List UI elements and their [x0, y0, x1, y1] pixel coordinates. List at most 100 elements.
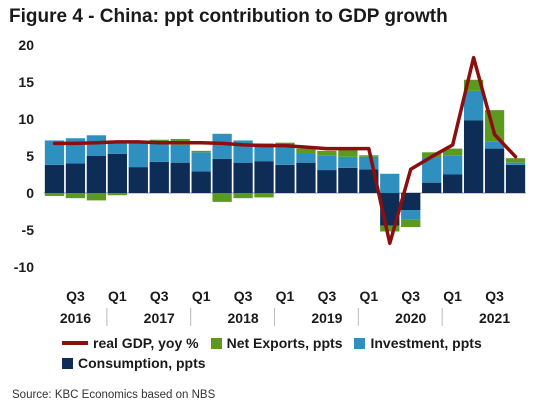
- legend-label-consumption: Consumption, ppts: [78, 355, 206, 371]
- x-tick-year-label: 2021: [479, 310, 510, 326]
- consumption-bar: [338, 167, 358, 193]
- gdp-line-series: [52, 55, 518, 246]
- investment-bar: [170, 144, 190, 163]
- net-exports-bar: [338, 148, 358, 157]
- x-axis: Q3 2016 Q1 Q3 2017 Q1 Q3 2018 Q1 Q3 2019 Q1 Q3 2020 Q1…: [60, 288, 510, 326]
- investment-bar: [317, 155, 337, 171]
- x-tick-quarter-label: Q1: [443, 288, 462, 304]
- consumption-bar: [422, 182, 442, 193]
- investment-bar: [380, 173, 400, 193]
- investment-bar: [212, 133, 232, 159]
- x-tick-year-label: 2017: [144, 310, 175, 326]
- consumption-bar: [128, 167, 148, 193]
- chart-title: Figure 4 - China: ppt contribution to GD…: [9, 6, 448, 27]
- net-exports-bar: [86, 193, 107, 201]
- consumption-bar: [296, 162, 316, 193]
- consumption-bar: [212, 158, 232, 193]
- investment-bar: [359, 156, 379, 170]
- net-exports-bar: [212, 193, 232, 202]
- net-exports-bar: [107, 193, 127, 196]
- investment-bar: [254, 143, 274, 162]
- consumption-bar: [463, 120, 484, 193]
- x-tick-year-label: 2016: [60, 310, 91, 326]
- investment-bar: [296, 153, 316, 163]
- consumption-bar: [191, 171, 211, 193]
- net-exports-bar: [254, 193, 274, 198]
- y-tick-label: 20: [18, 37, 34, 53]
- source-note: Source: KBC Economics based on NBS: [12, 389, 216, 401]
- investment-bar: [149, 141, 169, 162]
- consumption-bar: [107, 153, 127, 193]
- legend-item-gdp: real GDP, yoy %: [62, 335, 199, 351]
- investment-swatch: [354, 337, 366, 349]
- legend-label-investment: Investment, ppts: [370, 335, 482, 351]
- x-tick-quarter-label: Q1: [192, 288, 211, 304]
- net-exports-bar: [443, 148, 463, 156]
- consumption-bar: [149, 161, 169, 193]
- y-tick-label: 0: [26, 185, 34, 201]
- y-tick-label: 15: [18, 74, 34, 90]
- consumption-bar: [484, 148, 505, 193]
- bar-series: [44, 79, 526, 232]
- legend-label-gdp: real GDP, yoy %: [93, 335, 199, 351]
- consumption-swatch: [62, 357, 73, 369]
- net-exports-bar: [296, 148, 316, 154]
- investment-bar: [484, 141, 505, 149]
- x-tick-quarter-label: Q3: [234, 288, 253, 304]
- investment-bar: [463, 90, 484, 121]
- x-tick-quarter-label: Q1: [108, 288, 127, 304]
- consumption-bar: [443, 174, 463, 193]
- x-tick-year-label: 2020: [395, 310, 426, 326]
- investment-bar: [275, 147, 295, 165]
- investment-bar: [443, 155, 463, 175]
- gdp-line-swatch: [62, 341, 88, 345]
- y-tick-label: -5: [22, 222, 35, 238]
- net-exports-bar: [191, 150, 211, 153]
- consumption-bar: [254, 161, 274, 193]
- x-tick-quarter-label: Q3: [150, 288, 169, 304]
- investment-bar: [505, 162, 526, 165]
- net-exports-bar: [149, 139, 169, 142]
- y-tick-label: 5: [26, 148, 34, 164]
- investment-bar: [86, 135, 107, 156]
- consumption-bar: [317, 170, 337, 193]
- net-exports-bar: [317, 150, 337, 156]
- x-tick-quarter-label: Q1: [359, 288, 378, 304]
- investment-bar: [44, 140, 65, 165]
- consumption-bar: [401, 193, 421, 211]
- investment-bar: [128, 142, 148, 168]
- consumption-bar: [170, 162, 190, 193]
- investment-bar: [401, 210, 421, 220]
- consumption-bar: [275, 164, 295, 193]
- legend-item-net-exports: Net Exports, ppts: [210, 335, 343, 351]
- net-exports-bar: [401, 219, 421, 228]
- consumption-bar: [505, 164, 526, 193]
- x-tick-quarter-label: Q3: [66, 288, 85, 304]
- x-tick-year-label: 2018: [228, 310, 259, 326]
- net-exports-bar: [65, 193, 86, 199]
- x-tick-quarter-label: Q3: [401, 288, 420, 304]
- net-exports-bar: [380, 225, 400, 232]
- consumption-bar: [44, 164, 65, 193]
- legend-item-investment: Investment, ppts: [354, 335, 482, 351]
- net-exports-bar: [463, 79, 484, 91]
- net-exports-bar: [505, 158, 526, 163]
- x-tick-quarter-label: Q3: [318, 288, 337, 304]
- x-tick-quarter-label: Q1: [276, 288, 295, 304]
- investment-bar: [338, 156, 358, 168]
- consumption-bar: [86, 156, 107, 193]
- investment-bar: [191, 152, 211, 172]
- consumption-bar: [65, 163, 86, 193]
- y-tick-label: -10: [14, 259, 34, 275]
- investment-bar: [422, 157, 442, 183]
- legend-item-consumption: Consumption, ppts: [62, 355, 206, 371]
- consumption-bar: [233, 162, 253, 193]
- net-exports-swatch: [210, 337, 222, 349]
- net-exports-bar: [233, 193, 253, 199]
- legend-label-net-exports: Net Exports, ppts: [226, 335, 343, 351]
- y-tick-label: 10: [18, 111, 34, 127]
- x-tick-year-label: 2019: [311, 310, 342, 326]
- legend: real GDP, yoy % Net Exports, ppts Invest…: [62, 333, 532, 373]
- x-tick-quarter-label: Q3: [485, 288, 504, 304]
